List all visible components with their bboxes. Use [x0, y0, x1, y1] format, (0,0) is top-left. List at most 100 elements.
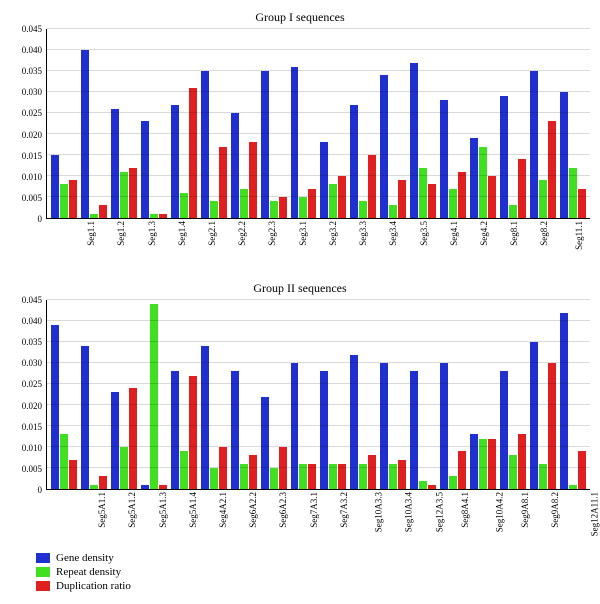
- gene-bar: [51, 155, 59, 218]
- chart-group1: Group I sequences 00.0050.0100.0150.0200…: [10, 10, 590, 275]
- gene-bar: [470, 138, 478, 218]
- chart1-plot: 00.0050.0100.0150.0200.0250.0300.0350.04…: [10, 29, 590, 219]
- category-group: [289, 300, 319, 489]
- chart2-grid: [46, 300, 590, 490]
- y-tick-label: 0.035: [22, 66, 42, 76]
- y-tick-label: 0.005: [22, 193, 42, 203]
- repeat-bar: [180, 451, 188, 489]
- category-group: [259, 300, 289, 489]
- y-tick-label: 0.025: [22, 108, 42, 118]
- gridline: [47, 425, 590, 426]
- dup-bar: [308, 189, 316, 218]
- x-tick-label: Seg3.3: [358, 221, 368, 246]
- x-tick-label: Seg3.5: [418, 221, 428, 246]
- repeat-bar: [210, 468, 218, 489]
- x-tick-label: Seg8.2: [539, 221, 549, 246]
- x-tick-label: Seg10A4.2: [494, 492, 504, 532]
- x-tick-label: Seg5A1.2: [127, 492, 137, 528]
- x-tick-label: Seg10A3.4: [404, 492, 414, 532]
- gene-bar: [500, 371, 508, 489]
- chart1-y-axis: 00.0050.0100.0150.0200.0250.0300.0350.04…: [10, 29, 46, 219]
- gene-bar: [410, 371, 418, 489]
- category-group: [528, 300, 558, 489]
- legend-swatch: [36, 581, 50, 591]
- x-tick-label: Seg3.2: [328, 221, 338, 246]
- dup-bar: [69, 460, 77, 489]
- chart2-title: Group II sequences: [10, 281, 590, 296]
- gene-bar: [410, 63, 418, 218]
- category-group: [378, 29, 408, 218]
- x-tick-label: Seg5A1.1: [97, 492, 107, 528]
- category-group: [408, 300, 438, 489]
- y-tick-label: 0.045: [22, 24, 42, 34]
- category-group: [438, 29, 468, 218]
- repeat-bar: [60, 184, 68, 218]
- gene-bar: [171, 105, 179, 218]
- dup-bar: [99, 476, 107, 489]
- y-tick-label: 0.030: [22, 358, 42, 368]
- category-group: [468, 29, 498, 218]
- x-tick-label: Seg5A1.3: [157, 492, 167, 528]
- dup-bar: [219, 147, 227, 218]
- category-group: [109, 29, 139, 218]
- dup-bar: [398, 460, 406, 489]
- gene-bar: [440, 100, 448, 218]
- category-group: [199, 300, 229, 489]
- y-tick-label: 0.035: [22, 337, 42, 347]
- gridline: [47, 154, 590, 155]
- y-tick-label: 0.015: [22, 151, 42, 161]
- legend: Gene densityRepeat densityDuplication ra…: [36, 552, 590, 592]
- x-tick-label: Seg10A3.3: [373, 492, 383, 532]
- gene-bar: [560, 92, 568, 218]
- gene-bar: [111, 109, 119, 218]
- legend-swatch: [36, 553, 50, 563]
- x-tick-label: Seg1.2: [116, 221, 126, 246]
- category-group: [438, 300, 468, 489]
- x-tick-label: Seg11.1: [574, 221, 584, 250]
- dup-bar: [518, 434, 526, 489]
- y-tick-label: 0.010: [22, 172, 42, 182]
- x-tick-label: Seg9A8.1: [520, 492, 530, 528]
- gene-bar: [51, 325, 59, 489]
- category-group: [79, 300, 109, 489]
- x-tick-label: Seg3.4: [388, 221, 398, 246]
- gene-bar: [141, 485, 149, 489]
- gridline: [47, 70, 590, 71]
- gene-bar: [261, 397, 269, 489]
- repeat-bar: [509, 455, 517, 489]
- x-tick-label: Seg7A3.2: [339, 492, 349, 528]
- gridline: [47, 404, 590, 405]
- category-group: [528, 29, 558, 218]
- x-tick-label: Seg3.1: [297, 221, 307, 246]
- dup-bar: [578, 189, 586, 218]
- gene-bar: [111, 392, 119, 489]
- y-tick-label: 0.015: [22, 422, 42, 432]
- chart-group2: Group II sequences 00.0050.0100.0150.020…: [10, 281, 590, 546]
- legend-label: Gene density: [56, 552, 114, 564]
- gridline: [47, 49, 590, 50]
- gridline: [47, 112, 590, 113]
- gene-bar: [81, 50, 89, 218]
- dup-bar: [249, 455, 257, 489]
- y-tick-label: 0.040: [22, 316, 42, 326]
- gene-bar: [560, 313, 568, 489]
- x-tick-label: Seg2.1: [207, 221, 217, 246]
- dup-bar: [159, 485, 167, 489]
- repeat-bar: [210, 201, 218, 218]
- gene-bar: [350, 105, 358, 218]
- chart2-bars: [47, 300, 590, 489]
- x-tick-label: Seg4.2: [479, 221, 489, 246]
- x-tick-label: Seg6A2.3: [278, 492, 288, 528]
- y-tick-label: 0: [38, 485, 43, 495]
- y-tick-label: 0.025: [22, 379, 42, 389]
- dup-bar: [159, 214, 167, 218]
- dup-bar: [458, 172, 466, 218]
- repeat-bar: [569, 485, 577, 489]
- gridline: [47, 320, 590, 321]
- gridline: [47, 299, 590, 300]
- chart2-x-axis: Seg5A1.1Seg5A1.2Seg5A1.3Seg5A1.4Seg4A2.1…: [46, 490, 590, 546]
- dup-bar: [488, 176, 496, 218]
- gridline: [47, 383, 590, 384]
- dup-bar: [368, 155, 376, 218]
- repeat-bar: [389, 205, 397, 218]
